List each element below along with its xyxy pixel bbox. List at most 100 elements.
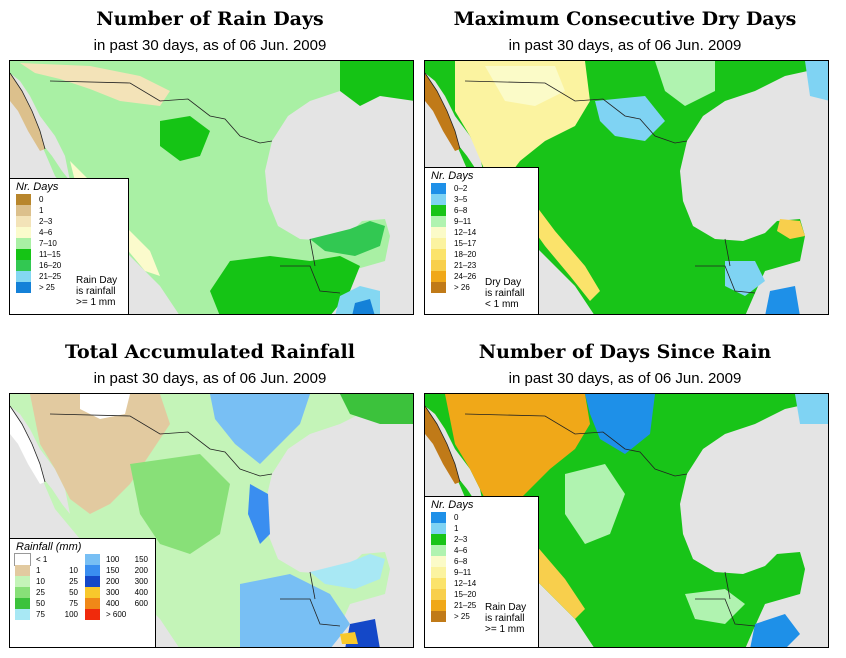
legend-total-rainfall: Rainfall (mm) < 1 1 10 10 25 25 50 50 75 75 100 10… [9, 538, 156, 648]
note-line: Dry Day [485, 277, 522, 288]
legend-label: 18–20 [454, 250, 477, 259]
legend-label: 6–8 [454, 557, 468, 566]
legend-swatch [431, 227, 446, 238]
legend-row: 0–2 [425, 183, 538, 194]
panel-subtitle: in past 30 days, as of 06 Jun. 2009 [508, 37, 742, 54]
range-low: 75 [36, 610, 45, 619]
legend-swatch [16, 227, 31, 238]
legend-rows: 0–2 3–5 6–8 9–11 12–14 15–17 18–20 21–23 24–26 > … [425, 183, 538, 293]
legend-label: 16–20 [39, 261, 62, 270]
land-baja [425, 73, 460, 151]
note-line: >= 1 mm [485, 624, 525, 635]
legend-row: 12–14 [425, 227, 538, 238]
legend-label: 4–6 [454, 546, 468, 555]
legend-label: 200 300 [106, 577, 148, 586]
legend-swatch [15, 576, 30, 587]
range-high: 150 [134, 555, 148, 564]
range-low: 400 [106, 599, 120, 608]
legend-row: 2–3 [10, 216, 128, 227]
land-north-tan [30, 394, 170, 514]
range-high: 50 [69, 588, 78, 597]
legend-swatch [431, 271, 446, 282]
legend-row: 200 300 [85, 576, 155, 587]
legend-swatch [85, 598, 100, 609]
legend-swatch [431, 249, 446, 260]
legend-swatch [85, 587, 100, 598]
legend-label: 2–3 [39, 217, 53, 226]
note-line: Rain Day [485, 602, 527, 613]
legend-swatch [15, 565, 30, 576]
legend-row: 16–20 [10, 260, 128, 271]
legend-swatch [431, 183, 446, 194]
legend-row: 7–10 [10, 238, 128, 249]
legend-label: 3–5 [454, 195, 468, 204]
legend-col-left: < 1 1 10 10 25 25 50 50 75 75 100 [14, 553, 85, 620]
legend-row: 21–25 [10, 271, 128, 282]
legend-label: 21–25 [454, 601, 477, 610]
legend-label: 15–20 [454, 590, 477, 599]
range-high: 400 [134, 588, 148, 597]
legend-swatch [85, 565, 100, 576]
legend-row: 4–6 [10, 227, 128, 238]
land-light-green [655, 61, 715, 106]
border-lines [425, 72, 756, 294]
legend-label: 4–6 [39, 228, 53, 237]
legend-row: 18–20 [425, 249, 538, 260]
legend-swatch [16, 238, 31, 249]
legend-label: 12–14 [454, 228, 477, 237]
legend-row: 12–14 [425, 578, 538, 589]
panel-title: Total Accumulated Rainfall [65, 341, 355, 363]
land-north-white [80, 394, 130, 419]
legend-swatch [15, 598, 30, 609]
legend-label: 100 150 [106, 555, 148, 564]
legend-label: > 26 [454, 283, 470, 292]
legend-label: > 25 [39, 283, 55, 292]
legend-days-since-rain: Nr. Days 0 1 2–3 4–6 6–8 9–11 12–14 15–20 21–25 >… [424, 496, 539, 648]
legend-title: Nr. Days [16, 181, 59, 193]
land-orange-spot [340, 632, 358, 644]
panel-subtitle: in past 30 days, as of 06 Jun. 2009 [93, 37, 327, 54]
legend-row: 3–5 [425, 194, 538, 205]
range-high: 600 [134, 599, 148, 608]
legend-rows: 0 1 2–3 4–6 6–8 9–11 12–14 15–20 21–25 > 25 [425, 512, 538, 622]
legend-row: 10 25 [15, 576, 85, 587]
land-blue-north [585, 394, 655, 454]
land-baja [425, 406, 460, 484]
legend-row: 150 200 [85, 565, 155, 576]
legend-note: Rain Day is rainfall >= 1 mm [76, 275, 117, 308]
legend-grid: < 1 1 10 10 25 25 50 50 75 75 100 100 150 150 200 200 3… [10, 553, 155, 620]
range-high: 75 [69, 599, 78, 608]
legend-label: 150 200 [106, 566, 148, 575]
land-mid-lightgreen [565, 464, 625, 544]
range-high: 300 [134, 577, 148, 586]
legend-label: 24–26 [454, 272, 477, 281]
legend-label: 21–25 [39, 272, 62, 281]
land-south-lightblue [725, 261, 765, 296]
legend-row: 21–23 [425, 260, 538, 271]
legend-swatch [431, 205, 446, 216]
legend-swatch [431, 589, 446, 600]
land-south-blue [240, 574, 350, 647]
land-north-light [485, 66, 565, 106]
legend-swatch [85, 576, 100, 587]
range-low: 100 [106, 555, 120, 564]
legend-label: 400 600 [106, 599, 148, 608]
legend-row: 6–8 [425, 556, 538, 567]
legend-label: < 1 [36, 555, 78, 564]
range-low: 150 [106, 566, 120, 575]
note-line: is rainfall [76, 286, 116, 297]
legend-row: > 25 [10, 282, 128, 293]
range-low: 300 [106, 588, 120, 597]
legend-label: 12–14 [454, 579, 477, 588]
range-high: 25 [69, 577, 78, 586]
note-line: < 1 mm [485, 299, 519, 310]
land-north-orange [445, 394, 590, 514]
land-blue-north [210, 394, 310, 464]
legend-label: 25 50 [36, 588, 78, 597]
legend-swatch [431, 611, 446, 622]
land-south-blue [765, 286, 800, 314]
legend-row: > 25 [425, 611, 538, 622]
legend-swatch [15, 609, 30, 620]
panel-title: Number of Days Since Rain [478, 341, 772, 363]
panel-max-dry-days: Maximum Consecutive Dry Days in past 30 … [415, 0, 835, 325]
